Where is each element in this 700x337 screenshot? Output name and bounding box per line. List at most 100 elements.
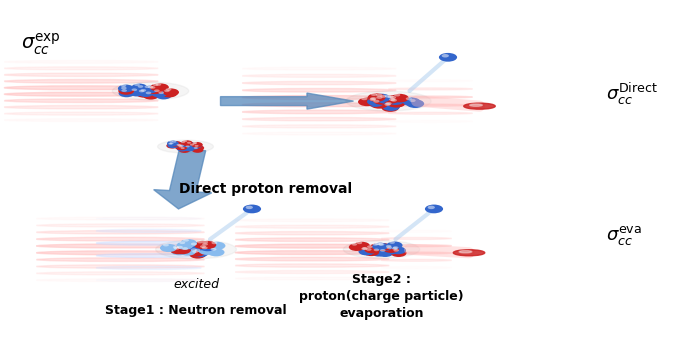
Circle shape (142, 86, 158, 93)
Circle shape (442, 54, 449, 58)
Circle shape (371, 93, 377, 96)
Circle shape (138, 85, 144, 88)
Circle shape (211, 248, 216, 251)
Text: $\sigma_{cc}^{\rm Direct}$: $\sigma_{cc}^{\rm Direct}$ (606, 81, 657, 108)
Circle shape (373, 96, 391, 105)
Circle shape (393, 249, 399, 252)
Circle shape (386, 102, 391, 105)
Circle shape (402, 97, 421, 106)
Circle shape (176, 146, 188, 151)
Circle shape (372, 94, 391, 102)
Circle shape (246, 206, 253, 209)
Circle shape (391, 249, 407, 257)
Circle shape (148, 86, 153, 88)
Circle shape (181, 147, 185, 149)
Circle shape (359, 247, 375, 255)
Text: Stage1 : Neutron removal: Stage1 : Neutron removal (105, 304, 287, 316)
Text: $\sigma_{cc}^{\rm exp}$: $\sigma_{cc}^{\rm exp}$ (21, 31, 61, 57)
Circle shape (174, 246, 191, 254)
Ellipse shape (235, 219, 389, 222)
Circle shape (154, 89, 160, 92)
Ellipse shape (242, 74, 396, 77)
Ellipse shape (242, 110, 396, 114)
Circle shape (363, 248, 379, 256)
Circle shape (190, 144, 194, 146)
Circle shape (389, 247, 405, 255)
Circle shape (167, 143, 179, 148)
Circle shape (376, 93, 382, 96)
Circle shape (179, 141, 190, 147)
Circle shape (199, 243, 216, 251)
Ellipse shape (242, 89, 396, 92)
Ellipse shape (158, 140, 214, 153)
Ellipse shape (97, 229, 202, 233)
Ellipse shape (235, 257, 389, 261)
Circle shape (193, 250, 198, 253)
Circle shape (366, 248, 372, 251)
Circle shape (383, 245, 399, 253)
Circle shape (169, 143, 172, 145)
Circle shape (188, 243, 205, 251)
Circle shape (354, 242, 370, 249)
Circle shape (189, 250, 206, 258)
Text: Stage2 :
proton(charge particle)
evaporation: Stage2 : proton(charge particle) evapora… (299, 273, 464, 320)
Ellipse shape (389, 104, 473, 106)
Circle shape (385, 95, 391, 98)
Circle shape (136, 90, 152, 98)
Circle shape (375, 243, 391, 251)
Circle shape (138, 89, 154, 97)
Circle shape (406, 97, 412, 100)
Ellipse shape (389, 112, 473, 114)
FancyArrow shape (220, 93, 354, 109)
Ellipse shape (4, 112, 158, 115)
Circle shape (118, 90, 134, 97)
Circle shape (370, 98, 376, 101)
Ellipse shape (36, 251, 204, 255)
Circle shape (375, 242, 381, 245)
Circle shape (202, 243, 208, 246)
Ellipse shape (242, 103, 396, 106)
Ellipse shape (242, 132, 396, 135)
Circle shape (135, 86, 151, 93)
Ellipse shape (235, 271, 389, 274)
Ellipse shape (470, 104, 482, 106)
Circle shape (153, 83, 158, 86)
Circle shape (167, 143, 178, 149)
Circle shape (139, 90, 144, 92)
Ellipse shape (454, 250, 484, 256)
Circle shape (390, 247, 406, 254)
Circle shape (155, 83, 161, 86)
Circle shape (389, 98, 396, 101)
Circle shape (191, 248, 197, 251)
Ellipse shape (346, 91, 431, 111)
Circle shape (410, 99, 416, 102)
Circle shape (367, 245, 372, 248)
Circle shape (167, 141, 178, 146)
FancyArrow shape (153, 149, 212, 209)
Circle shape (174, 247, 180, 250)
Circle shape (377, 249, 393, 257)
Ellipse shape (242, 118, 396, 121)
Circle shape (384, 103, 391, 106)
Circle shape (169, 142, 174, 144)
Circle shape (176, 144, 181, 146)
Circle shape (380, 95, 386, 98)
Ellipse shape (382, 259, 452, 261)
Circle shape (169, 140, 173, 142)
Circle shape (186, 146, 190, 147)
Circle shape (192, 249, 209, 257)
Circle shape (143, 92, 159, 99)
Circle shape (388, 99, 405, 108)
Circle shape (200, 245, 206, 248)
Circle shape (160, 244, 177, 252)
Circle shape (158, 91, 164, 94)
Circle shape (120, 84, 126, 87)
Ellipse shape (382, 245, 452, 247)
Circle shape (358, 248, 375, 255)
Circle shape (178, 147, 190, 153)
Ellipse shape (4, 67, 158, 70)
Ellipse shape (235, 238, 389, 242)
Circle shape (129, 89, 145, 96)
Ellipse shape (235, 244, 389, 248)
Circle shape (390, 96, 396, 99)
